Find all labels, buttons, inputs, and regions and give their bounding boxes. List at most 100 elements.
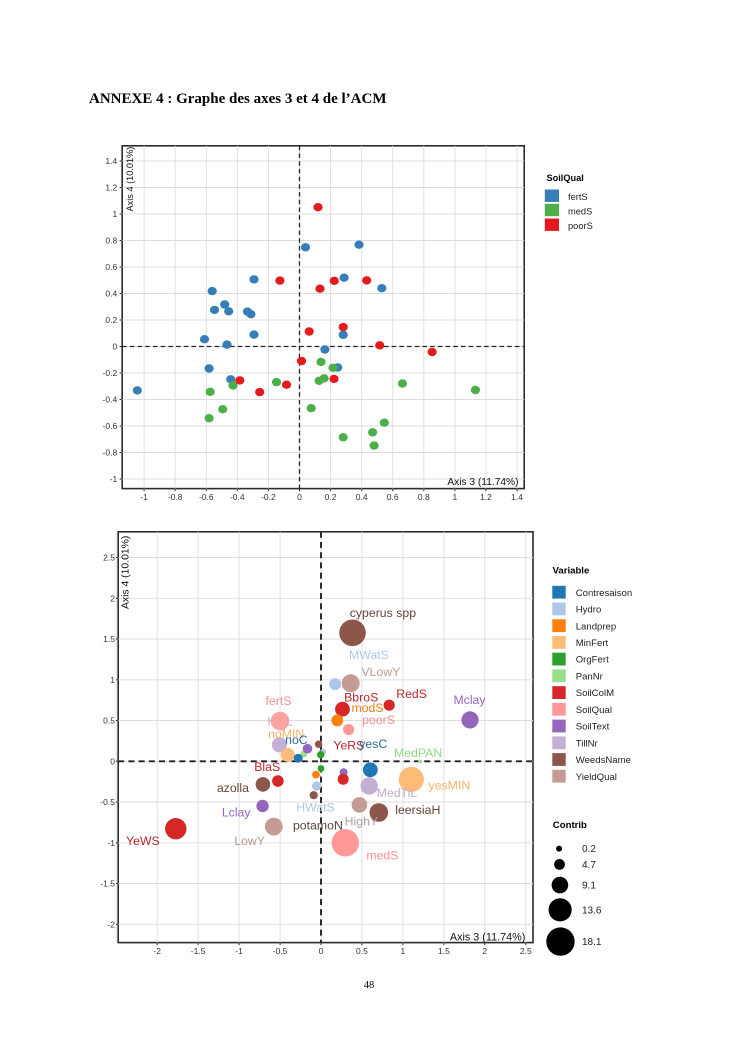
svg-text:-2: -2 [153,946,161,956]
svg-text:-0.4: -0.4 [103,395,118,405]
svg-text:2: 2 [110,593,115,603]
svg-text:2.5: 2.5 [520,946,532,956]
svg-text:MWatS: MWatS [349,648,389,662]
svg-text:LowY: LowY [234,834,265,848]
svg-text:-1.5: -1.5 [191,946,206,956]
svg-text:1.5: 1.5 [103,634,115,644]
svg-text:0.4: 0.4 [105,289,117,299]
svg-text:0.2: 0.2 [582,844,596,855]
svg-text:Contresaison: Contresaison [576,588,633,599]
svg-text:0: 0 [297,492,302,502]
svg-text:RedS: RedS [396,687,427,701]
svg-text:Lclay: Lclay [222,805,252,819]
svg-text:SoilText: SoilText [576,722,610,733]
svg-text:0: 0 [319,946,324,956]
svg-text:-0.6: -0.6 [199,492,214,502]
svg-text:ANNEXE 4 : Graphe des axes 3 e: ANNEXE 4 : Graphe des axes 3 et 4 de l’A… [89,91,386,107]
svg-text:1.2: 1.2 [480,492,492,502]
svg-text:TillNr: TillNr [576,738,599,749]
svg-text:MinFert: MinFert [576,638,609,649]
svg-text:YeRS: YeRS [333,738,364,752]
svg-text:fertS: fertS [568,192,588,202]
svg-text:Variable: Variable [553,565,590,576]
svg-text:MedTiL: MedTiL [377,786,418,800]
svg-text:2.5: 2.5 [103,553,115,563]
svg-text:0.2: 0.2 [325,492,337,502]
svg-text:-1.5: -1.5 [100,879,115,889]
svg-text:-0.8: -0.8 [103,448,118,458]
svg-text:-1: -1 [140,492,148,502]
svg-text:potamoN: potamoN [293,819,343,833]
svg-text:1.2: 1.2 [105,183,117,193]
svg-text:-0.4: -0.4 [230,492,245,502]
svg-text:PanNr: PanNr [576,671,604,682]
svg-text:0.6: 0.6 [105,262,117,272]
svg-text:0.5: 0.5 [103,716,115,726]
svg-text:1: 1 [110,675,115,685]
svg-text:-0.6: -0.6 [103,421,118,431]
svg-text:-1: -1 [235,946,243,956]
svg-text:2: 2 [482,946,487,956]
svg-text:1.4: 1.4 [105,156,117,166]
svg-text:YeWS: YeWS [126,834,160,848]
svg-text:poorS: poorS [362,713,395,727]
svg-text:1.4: 1.4 [511,492,523,502]
svg-text:-0.2: -0.2 [103,368,118,378]
svg-text:WeedsName: WeedsName [576,755,631,766]
svg-text:4.7: 4.7 [582,860,596,871]
svg-text:-0.5: -0.5 [273,946,288,956]
svg-text:YieldQual: YieldQual [576,772,617,783]
svg-text:1.5: 1.5 [438,946,450,956]
svg-text:Axis 3 (11.74%): Axis 3 (11.74%) [447,477,518,488]
svg-text:SoilColM: SoilColM [576,688,614,699]
svg-text:9.1: 9.1 [582,881,596,892]
svg-text:0.4: 0.4 [356,492,368,502]
svg-text:-1: -1 [110,474,118,484]
svg-text:poorS: poorS [568,221,593,231]
svg-text:leersiaH: leersiaH [395,803,440,817]
svg-text:Hydro: Hydro [576,605,602,616]
svg-text:SoilQual: SoilQual [547,173,584,183]
svg-text:BlaS: BlaS [254,760,280,774]
svg-text:noMIN: noMIN [268,727,304,741]
svg-text:1: 1 [401,946,406,956]
svg-text:-2: -2 [107,919,115,929]
svg-text:Contrib: Contrib [553,820,587,831]
svg-text:Mclay: Mclay [453,693,486,707]
svg-text:fertS: fertS [266,694,292,708]
svg-text:1: 1 [112,209,117,219]
svg-text:cyperus spp: cyperus spp [350,606,416,620]
svg-text:HighY: HighY [345,815,379,829]
svg-text:SoilQual: SoilQual [576,705,612,716]
svg-text:-0.2: -0.2 [261,492,276,502]
svg-text:medS: medS [568,206,592,216]
svg-text:0.2: 0.2 [105,315,117,325]
svg-text:Axis 4 (10.01%): Axis 4 (10.01%) [121,536,132,609]
svg-text:-1: -1 [107,838,115,848]
svg-text:modS: modS [351,701,383,715]
svg-text:MedPAN: MedPAN [394,746,442,760]
svg-text:yesMIN: yesMIN [429,778,471,792]
svg-text:1: 1 [453,492,458,502]
svg-text:0.8: 0.8 [418,492,430,502]
svg-text:48: 48 [364,980,375,991]
svg-text:Landprep: Landprep [576,621,617,632]
svg-text:azolla: azolla [217,781,249,795]
svg-text:medS: medS [366,848,398,862]
svg-text:18.1: 18.1 [582,937,602,948]
svg-text:13.6: 13.6 [582,905,602,916]
svg-text:VLowY: VLowY [361,665,400,679]
svg-text:Axis 3 (11.74%): Axis 3 (11.74%) [450,931,525,943]
svg-text:OrgFert: OrgFert [576,655,609,666]
svg-text:0.5: 0.5 [356,946,368,956]
svg-text:HWatS: HWatS [296,801,335,815]
svg-text:Axis 4 (10.01%): Axis 4 (10.01%) [125,147,135,212]
svg-text:BbroS: BbroS [344,691,378,705]
svg-text:0.6: 0.6 [387,492,399,502]
svg-text:yesC: yesC [359,737,387,751]
svg-text:-0.8: -0.8 [168,492,183,502]
svg-text:0: 0 [112,342,117,352]
svg-text:-0.5: -0.5 [100,797,115,807]
svg-text:noC: noC [285,733,308,747]
svg-text:0.8: 0.8 [105,236,117,246]
